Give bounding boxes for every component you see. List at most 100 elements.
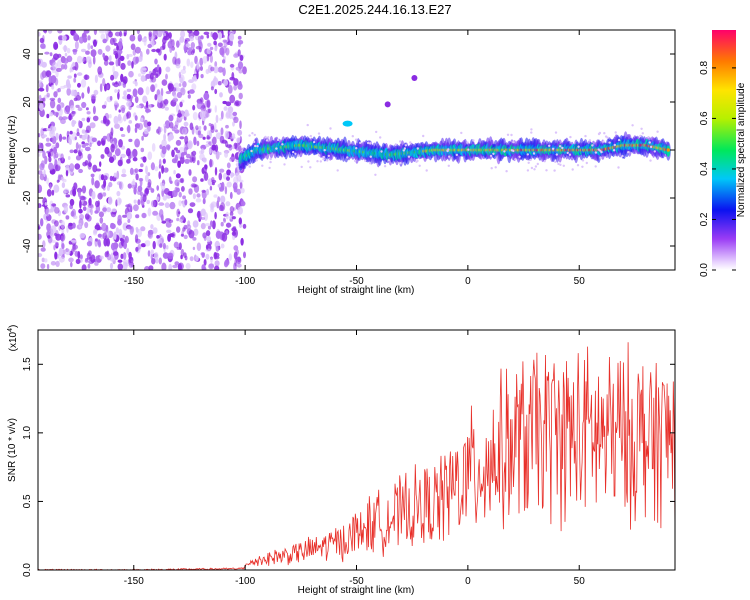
noise-blob	[210, 125, 215, 134]
noise-blob	[220, 243, 225, 249]
noise-blob	[192, 193, 196, 200]
ridge-speckle	[329, 127, 332, 130]
noise-blob	[116, 190, 121, 197]
noise-blob	[168, 263, 173, 270]
ridge-speckle	[503, 150, 506, 153]
heatmap-y-axis: -40 -20 0 20 40	[22, 48, 675, 253]
ridge-speckle	[402, 149, 405, 152]
noise-blob	[81, 264, 87, 270]
ridge-speckle	[617, 138, 621, 142]
noise-blob	[135, 246, 139, 252]
noise-blob	[38, 94, 42, 101]
noise-blob	[138, 177, 144, 182]
ridge-speckle	[530, 166, 534, 170]
noise-blob	[205, 230, 211, 237]
ridge-speckle	[268, 166, 271, 170]
noise-blob	[230, 136, 236, 140]
ridge-speckle	[275, 147, 278, 150]
noise-blob	[111, 208, 117, 213]
noise-blob	[60, 64, 65, 70]
noise-blob	[147, 43, 152, 49]
noise-blob	[177, 160, 182, 168]
noise-blob	[90, 94, 97, 100]
noise-blob	[233, 116, 239, 124]
noise-blob	[103, 60, 109, 66]
noise-blob	[133, 204, 139, 212]
noise-blob	[47, 30, 53, 34]
noise-blob	[196, 193, 201, 198]
noise-blob	[42, 150, 46, 159]
noise-blob	[212, 136, 217, 145]
noise-blob	[83, 30, 90, 34]
noise-blob	[138, 168, 143, 173]
noise-blob	[109, 262, 114, 270]
noise-blob	[219, 92, 223, 98]
noise-blob	[50, 261, 57, 266]
x-tick-label: -150	[124, 276, 144, 287]
noise-blob	[112, 65, 115, 74]
noise-blob	[188, 188, 193, 195]
ridge-speckle	[409, 141, 412, 144]
noise-blob	[225, 222, 232, 228]
noise-blob	[187, 140, 193, 150]
noise-blob	[119, 30, 123, 37]
noise-blob	[193, 228, 199, 236]
noise-blob	[128, 70, 134, 78]
noise-blob	[179, 76, 184, 84]
noise-blob	[65, 170, 69, 177]
noise-blob	[146, 199, 150, 205]
noise-blob	[106, 151, 113, 158]
noise-blob	[69, 149, 74, 154]
noise-blob	[162, 158, 166, 164]
noise-blob	[87, 86, 90, 94]
noise-blob	[158, 257, 162, 265]
ridge-speckle	[494, 166, 497, 169]
noise-blob	[165, 221, 172, 228]
noise-blob	[210, 257, 213, 264]
ridge-speckle	[584, 134, 587, 138]
ridge-speckle	[532, 152, 536, 155]
noise-blob	[231, 227, 237, 232]
noise-blob	[212, 220, 216, 230]
noise-blob	[134, 126, 138, 133]
noise-blob	[86, 117, 91, 123]
noise-blob	[213, 65, 219, 74]
noise-blob	[173, 159, 178, 164]
noise-blob	[121, 173, 127, 178]
noise-blob	[46, 113, 50, 119]
heatmap-plot-area	[38, 30, 671, 270]
noise-blob	[109, 37, 115, 46]
noise-blob	[108, 181, 113, 188]
noise-blob	[217, 42, 223, 48]
noise-blob	[72, 188, 77, 197]
heatmap-panel: -150 -100 -50 0 50 -40 -20 0 20 40 Height of str…	[7, 29, 676, 296]
x-tick-label: -150	[124, 576, 144, 587]
noise-blob	[169, 201, 176, 210]
ridge-speckle	[354, 138, 358, 141]
noise-blob	[192, 104, 196, 111]
noise-blob	[182, 127, 188, 135]
snr-y-label: SNR (10 * v/v)	[7, 418, 18, 482]
ridge-speckle	[316, 160, 319, 163]
noise-blob	[70, 105, 75, 112]
noise-blob	[126, 248, 130, 255]
noise-blob	[90, 173, 95, 178]
noise-blob	[187, 47, 193, 52]
noise-blob	[134, 96, 139, 104]
noise-blob	[171, 190, 178, 198]
noise-blob	[150, 76, 157, 83]
noise-blob	[140, 67, 147, 71]
ridge-speckle	[631, 124, 634, 127]
noise-blob	[93, 89, 99, 96]
noise-blob	[167, 252, 174, 260]
noise-blob	[84, 74, 88, 81]
noise-blob	[51, 203, 56, 207]
noise-blob	[177, 263, 182, 270]
noise-blob	[173, 241, 179, 249]
noise-blob	[224, 151, 229, 158]
noise-blob	[202, 198, 206, 205]
noise-blob	[210, 220, 213, 227]
ridge-speckle	[336, 169, 339, 172]
ridge-speckle	[553, 169, 556, 172]
ridge-speckle	[255, 159, 258, 162]
